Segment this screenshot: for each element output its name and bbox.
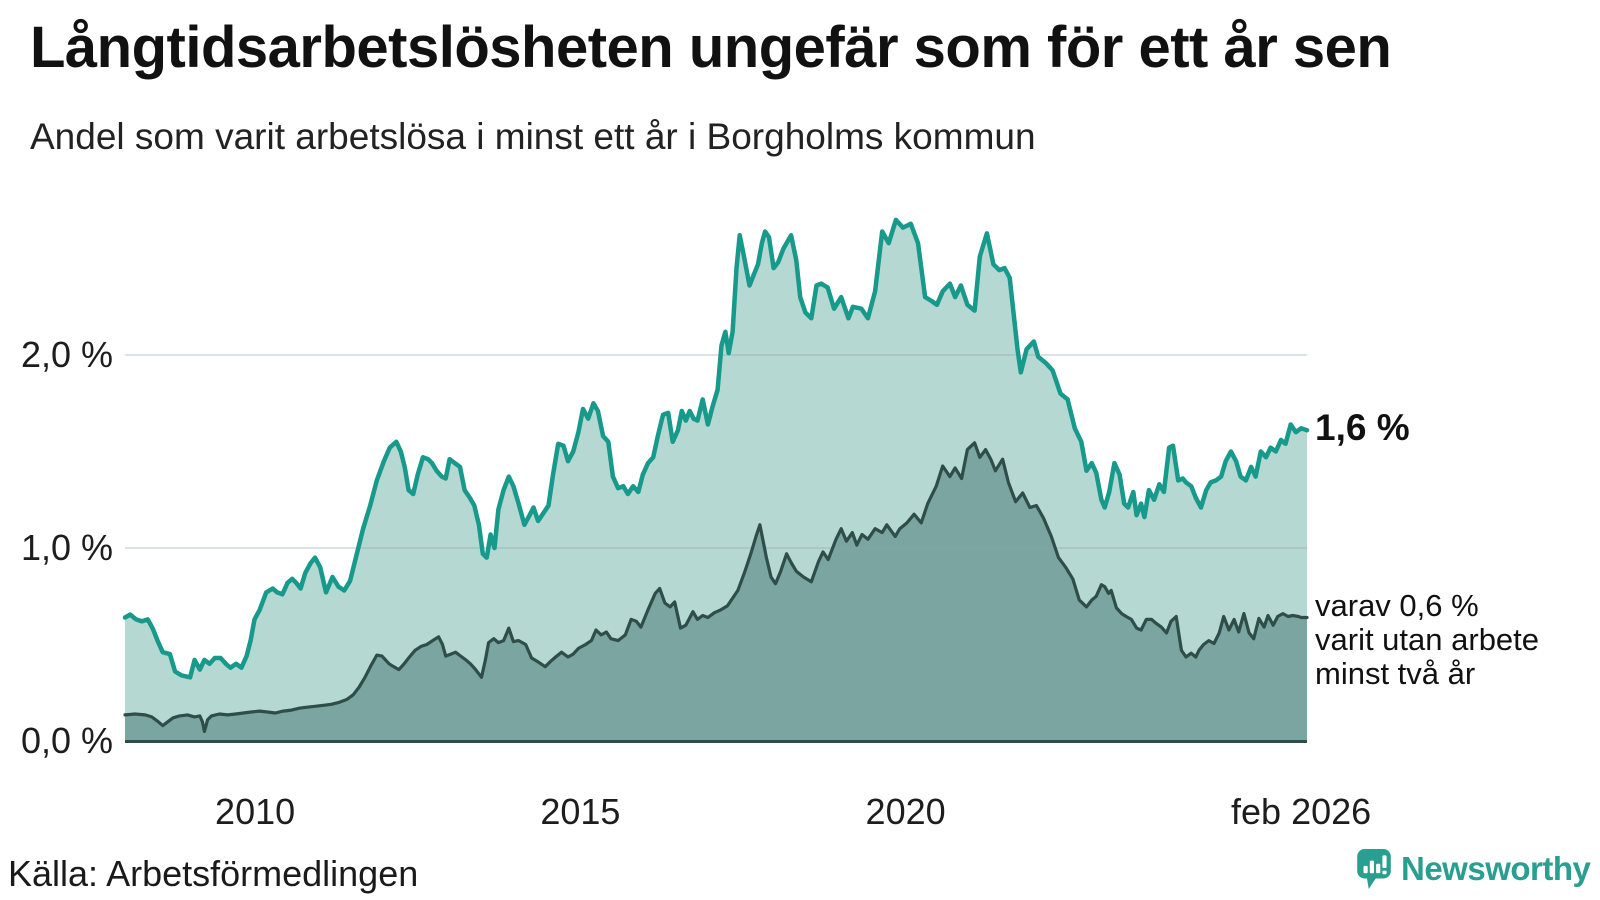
line-one-year: [122, 217, 1310, 680]
x-tick-label: feb 2026: [1231, 791, 1371, 832]
bar-chart-speech-bubble-icon: [1357, 849, 1391, 889]
y-tick-label: 0,0 %: [21, 720, 113, 761]
two-year-annotation: varav 0,6 % varit utan arbete minst två …: [1315, 589, 1539, 691]
source-note: Källa: Arbetsförmedlingen: [8, 853, 419, 894]
line-two-years: [123, 441, 1309, 733]
brand-name: Newsworthy: [1401, 850, 1591, 887]
newsworthy-logo: Newsworthy: [1356, 848, 1591, 890]
area-two-years: [125, 442, 1307, 741]
latest-value-label: 1,6 %: [1315, 407, 1410, 448]
page-title: Långtidsarbetslösheten ungefär som för e…: [30, 15, 1392, 80]
x-tick-label: 2010: [215, 791, 295, 832]
two-year-annotation-line: minst två år: [1315, 656, 1476, 691]
chart-subtitle: Andel som varit arbetslösa i minst ett å…: [30, 116, 1036, 157]
x-tick-label: 2020: [866, 791, 946, 832]
two-year-annotation-line: varit utan arbete: [1315, 622, 1540, 657]
y-tick-label: 1,0 %: [21, 527, 113, 568]
two-year-annotation-line: varav 0,6 %: [1315, 588, 1479, 623]
x-tick-label: 2015: [540, 791, 620, 832]
y-tick-label: 2,0 %: [21, 334, 113, 375]
